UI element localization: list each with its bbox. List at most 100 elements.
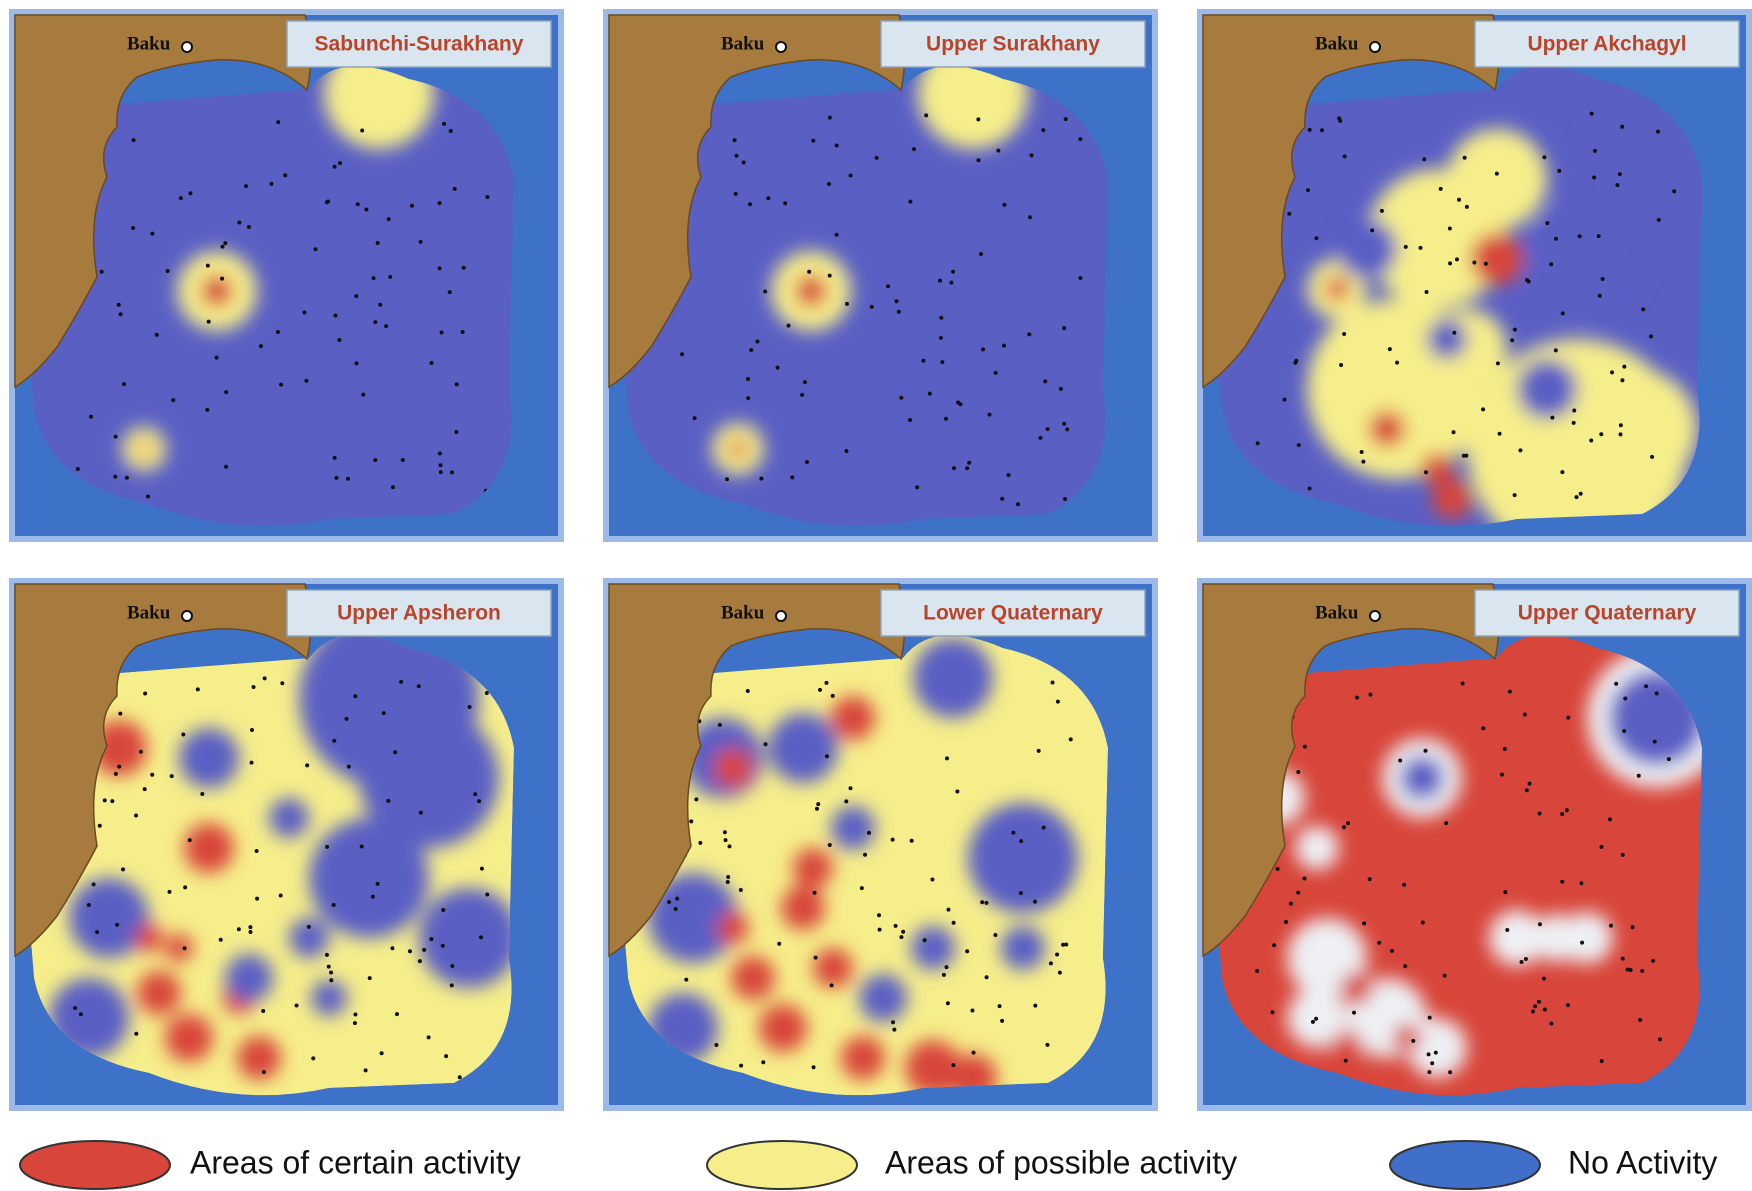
well-dot [859, 886, 864, 891]
well-dot [1041, 825, 1046, 830]
well-dot [1599, 432, 1604, 437]
well-dot [371, 276, 376, 281]
well-dot [195, 687, 200, 692]
well-dot [694, 797, 699, 802]
well-dot [761, 1060, 766, 1065]
well-dot [381, 711, 386, 716]
well-dot [485, 195, 490, 200]
well-dot [1522, 712, 1527, 717]
well-dot [1641, 307, 1646, 312]
well-dot [1283, 920, 1288, 925]
well-dot [930, 877, 935, 882]
well-dot [1293, 360, 1298, 365]
activity-zone [165, 934, 193, 962]
well-dot [813, 955, 818, 960]
well-dot [1320, 128, 1325, 133]
well-dot [1503, 890, 1508, 895]
well-dot [249, 760, 254, 765]
well-dot [143, 691, 148, 696]
well-dot [1307, 486, 1312, 491]
well-dot [326, 964, 331, 969]
well-dot [115, 922, 120, 927]
well-dot [373, 320, 378, 325]
activity-zone [309, 818, 429, 938]
title-box [286, 589, 552, 637]
well-dot [399, 679, 404, 684]
well-dot [827, 842, 832, 847]
well-dot [733, 191, 738, 196]
well-dot [899, 935, 904, 940]
activity-zone [831, 806, 875, 850]
well-dot [1001, 343, 1006, 348]
well-dot [924, 113, 929, 118]
well-dot [205, 407, 210, 412]
well-dot [1359, 450, 1364, 455]
well-dot [121, 867, 126, 872]
activity-zone [165, 1014, 213, 1062]
well-dot [1497, 431, 1502, 436]
well-dot [1519, 960, 1524, 965]
well-dot [220, 244, 225, 249]
well-dot [261, 1008, 266, 1013]
activity-zone [269, 798, 309, 838]
well-dot [86, 903, 91, 908]
well-dot [863, 852, 868, 857]
well-dot [460, 329, 465, 334]
well-dot [1062, 421, 1067, 426]
well-dot [332, 455, 337, 460]
well-dot [444, 1054, 449, 1059]
well-dot [734, 153, 739, 158]
well-dot [394, 1012, 399, 1017]
well-dot [375, 241, 380, 246]
well-dot [848, 173, 853, 178]
well-dot [473, 792, 478, 797]
well-dot [746, 396, 751, 401]
well-dot [1389, 948, 1394, 953]
well-dot [909, 838, 914, 843]
land [1202, 14, 1500, 389]
well-dot [457, 1075, 462, 1080]
well-dot [946, 907, 951, 912]
well-dot [818, 687, 823, 692]
well-dot [1461, 453, 1466, 458]
well-dot [1481, 407, 1486, 412]
well-dot [908, 417, 913, 422]
well-dot [722, 830, 727, 835]
activity-region [24, 635, 514, 1096]
activity-region [24, 66, 514, 527]
well-dot [477, 799, 482, 804]
activity-zone [1517, 359, 1577, 419]
well-dot [124, 475, 129, 480]
well-dot [921, 358, 926, 363]
activity-zone [201, 275, 233, 307]
well-dot [354, 294, 359, 299]
well-dot [188, 191, 193, 196]
well-dot [449, 983, 454, 988]
activity-zone [184, 823, 234, 873]
well-dot [965, 949, 970, 954]
well-dot [437, 451, 442, 456]
well-dot [1029, 153, 1034, 158]
well-dot [844, 448, 849, 453]
activity-zone [1407, 1018, 1467, 1078]
land [608, 14, 906, 389]
well-dot [390, 946, 395, 951]
well-dot [877, 927, 882, 932]
well-dot [363, 1068, 368, 1073]
legend-swatch-possible [706, 1140, 858, 1190]
well-dot [1537, 811, 1542, 816]
well-dot [1403, 964, 1408, 969]
well-dot [1610, 370, 1615, 375]
well-dot [987, 412, 992, 417]
well-dot [367, 976, 372, 981]
well-dot [454, 429, 459, 434]
well-dot [200, 791, 205, 796]
activity-zone [1393, 1024, 1421, 1052]
well-dot [739, 1063, 744, 1068]
well-dot [824, 680, 829, 685]
well-dot [438, 470, 443, 475]
well-dot [901, 929, 906, 934]
activity-zone [859, 974, 907, 1022]
well-dot [1368, 692, 1373, 697]
well-dot [675, 896, 680, 901]
